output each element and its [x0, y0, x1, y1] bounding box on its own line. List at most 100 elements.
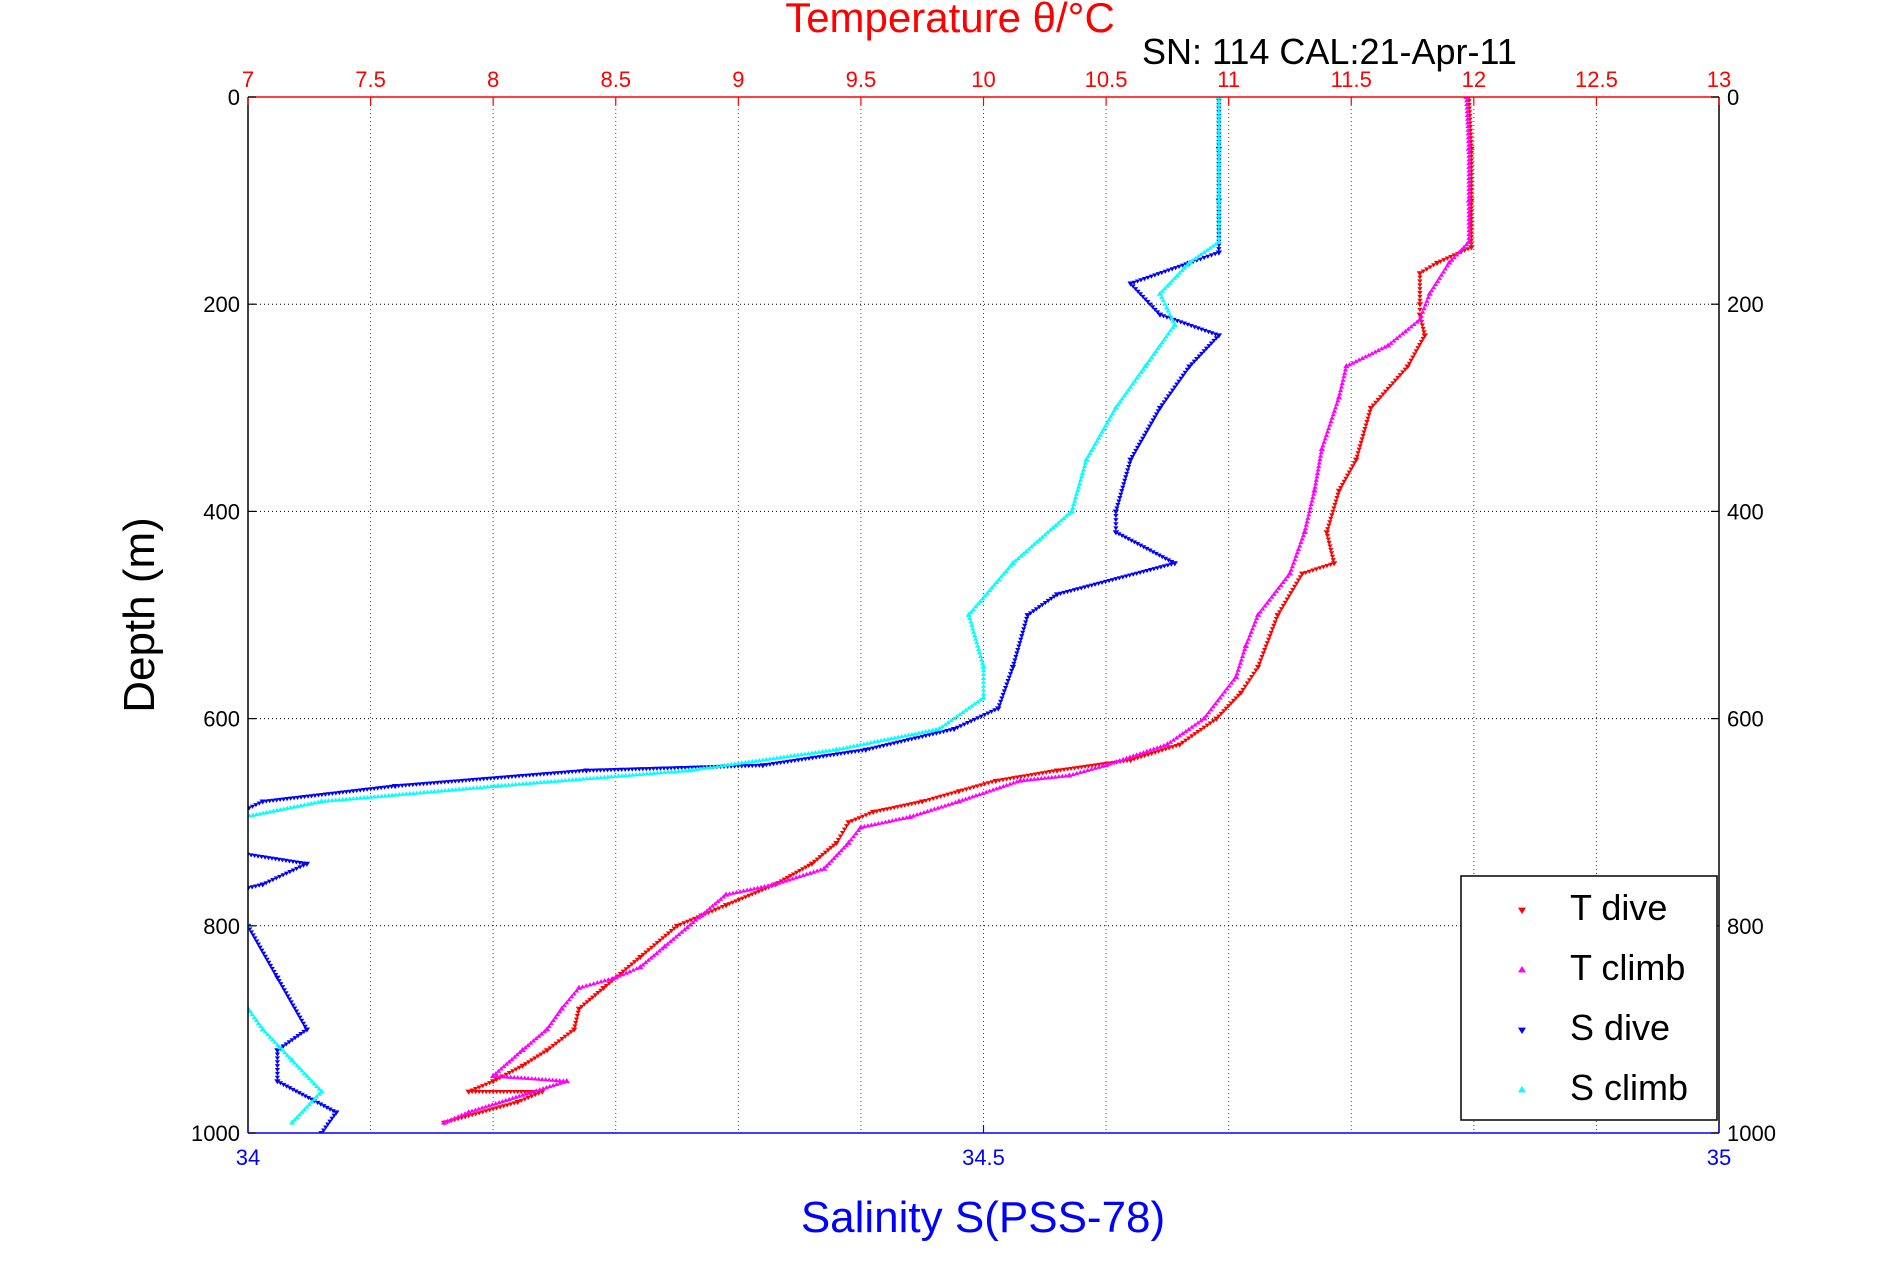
data-point-trace	[1466, 213, 1472, 218]
data-point-trace	[529, 1058, 535, 1063]
data-point-trace	[495, 1068, 502, 1073]
data-point-trace	[663, 933, 669, 938]
data-point-trace	[1252, 619, 1258, 624]
data-point-trace	[286, 1040, 292, 1045]
data-point-trace	[260, 951, 267, 956]
data-point-trace	[501, 1074, 507, 1079]
data-point-trace	[1199, 351, 1205, 357]
data-point	[215, 820, 221, 825]
data-point-trace	[1293, 581, 1300, 586]
data-point-trace	[1379, 346, 1385, 351]
data-point-trace	[1135, 289, 1141, 294]
data-point-trace	[797, 873, 803, 879]
data-point-trace	[263, 881, 269, 886]
data-point	[980, 663, 987, 669]
data-point-trace	[274, 1075, 281, 1080]
data-point-trace	[207, 895, 212, 899]
data-point-trace	[1197, 257, 1204, 262]
data-point-trace	[942, 803, 948, 808]
data-point-trace	[193, 899, 198, 903]
data-point-trace	[550, 1043, 556, 1049]
data-point-trace	[853, 817, 859, 822]
data-point-trace	[654, 940, 660, 946]
data-point-trace	[1117, 496, 1123, 501]
data-point-trace	[867, 811, 873, 816]
data-point-trace	[1204, 346, 1210, 351]
data-point-trace	[1289, 564, 1296, 569]
data-point-trace	[503, 1097, 509, 1103]
data-point-trace	[970, 606, 977, 612]
data-point-trace	[1147, 548, 1153, 553]
data-point-trace	[509, 782, 515, 787]
data-point-trace	[488, 783, 494, 789]
data-point	[1186, 259, 1193, 265]
data-point-trace	[739, 764, 745, 769]
data-point	[1426, 290, 1433, 296]
data-point-trace	[1308, 501, 1314, 507]
data-point-trace	[1361, 430, 1367, 435]
data-point-trace	[1108, 414, 1114, 419]
data-point-trace	[294, 866, 300, 872]
data-point-trace	[893, 817, 899, 822]
data-point-trace	[240, 996, 245, 1000]
data-point-trace	[787, 874, 794, 879]
data-point-trace	[1419, 323, 1425, 328]
temperature-tick-label: 8.5	[600, 67, 631, 92]
data-point-trace	[555, 1012, 561, 1017]
data-point-trace	[1141, 433, 1148, 438]
data-point-trace	[793, 870, 800, 875]
data-point-trace	[202, 827, 207, 831]
data-point-trace	[532, 1092, 538, 1098]
data-point-trace	[539, 1031, 545, 1036]
data-point-trace	[1427, 265, 1433, 270]
data-point-trace	[1042, 532, 1048, 537]
data-point-trace	[259, 948, 265, 953]
data-point-trace	[1117, 758, 1123, 763]
data-point-trace	[1189, 724, 1195, 729]
data-point-trace	[1466, 224, 1472, 229]
data-point-trace	[1163, 305, 1170, 310]
data-point-trace	[536, 1076, 542, 1081]
data-point-trace	[213, 822, 218, 826]
data-point-trace	[541, 1029, 547, 1034]
data-point-trace	[287, 870, 293, 875]
data-point-trace	[239, 947, 244, 951]
data-point-trace	[627, 969, 633, 974]
data-point	[570, 1027, 578, 1033]
data-point-trace	[1359, 355, 1365, 360]
data-point-trace	[1329, 551, 1335, 556]
data-point-trace	[1082, 460, 1089, 465]
data-point-trace	[1330, 412, 1336, 417]
data-point-trace	[879, 820, 885, 825]
data-point-trace	[1216, 168, 1222, 173]
data-point-trace	[483, 1082, 489, 1087]
data-point-trace	[665, 931, 672, 936]
data-point-trace	[1468, 227, 1474, 232]
data-point-trace	[1306, 512, 1312, 517]
data-point-trace	[1211, 338, 1217, 344]
data-point-trace	[1138, 755, 1144, 760]
data-point-trace	[573, 769, 579, 774]
data-point-trace	[1023, 620, 1029, 625]
data-point-trace	[968, 619, 974, 624]
data-point-trace	[558, 770, 565, 776]
data-point-trace	[1073, 494, 1079, 500]
data-point-trace	[239, 992, 244, 996]
data-point-trace	[1170, 745, 1176, 750]
data-point-trace	[557, 1078, 563, 1083]
data-point-trace	[308, 800, 314, 806]
data-point-trace	[742, 759, 748, 765]
data-point-trace	[221, 849, 226, 853]
data-point-trace	[1454, 252, 1460, 257]
data-point-trace	[1181, 265, 1188, 270]
depth-tick-label-right: 400	[1727, 499, 1764, 524]
data-point-trace	[509, 774, 515, 780]
data-point	[936, 725, 943, 731]
data-point-trace	[1239, 653, 1246, 658]
data-point-trace	[311, 1081, 317, 1086]
data-point-trace	[1204, 247, 1210, 252]
data-point-trace	[537, 779, 544, 785]
data-point-trace	[795, 752, 801, 757]
data-point-trace	[267, 963, 274, 969]
